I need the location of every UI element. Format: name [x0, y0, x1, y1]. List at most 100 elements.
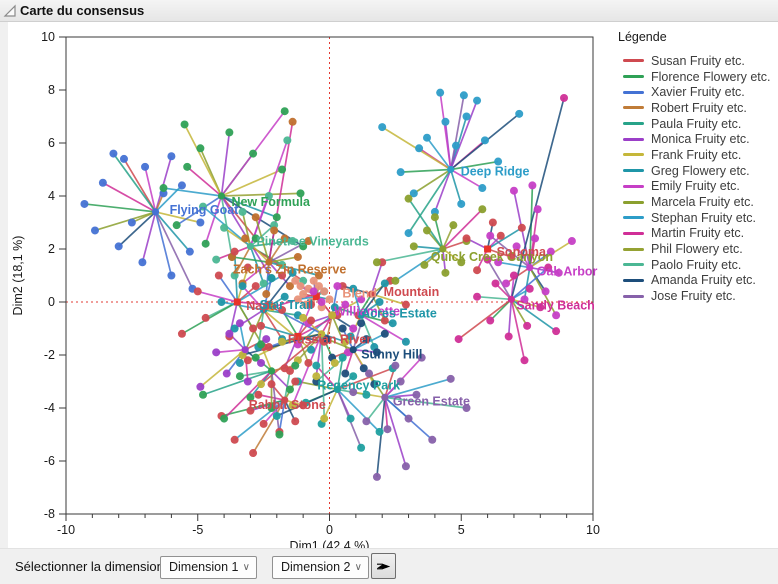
data-point[interactable]	[249, 149, 258, 158]
data-point[interactable]	[288, 237, 297, 246]
data-point[interactable]	[251, 353, 260, 362]
consensus-center-point[interactable]	[317, 330, 326, 338]
data-point[interactable]	[299, 401, 308, 410]
data-point[interactable]	[404, 414, 413, 423]
data-point[interactable]	[196, 218, 205, 227]
data-point[interactable]	[349, 388, 358, 397]
data-point[interactable]	[391, 276, 400, 285]
data-point[interactable]	[314, 282, 323, 291]
data-point[interactable]	[494, 157, 503, 166]
data-point[interactable]	[307, 345, 316, 354]
data-point[interactable]	[404, 229, 413, 238]
data-point[interactable]	[288, 401, 297, 410]
consensus-center-point[interactable]	[439, 245, 447, 253]
data-point[interactable]	[436, 88, 445, 97]
data-point[interactable]	[278, 337, 287, 346]
data-point[interactable]	[278, 260, 287, 269]
data-point[interactable]	[462, 234, 471, 243]
data-point[interactable]	[172, 221, 181, 230]
data-point[interactable]	[251, 213, 260, 222]
data-point[interactable]	[241, 234, 250, 243]
data-point[interactable]	[401, 300, 410, 309]
data-point[interactable]	[285, 385, 294, 394]
data-point[interactable]	[396, 377, 405, 386]
data-point[interactable]	[457, 258, 466, 267]
consensus-center-point[interactable]	[241, 346, 249, 354]
data-point[interactable]	[159, 184, 168, 193]
data-point[interactable]	[251, 282, 260, 291]
data-point[interactable]	[238, 207, 247, 216]
legend-item[interactable]: Robert Fruity etc.	[618, 100, 778, 116]
data-point[interactable]	[338, 324, 347, 333]
data-point[interactable]	[457, 199, 466, 208]
data-point[interactable]	[249, 324, 258, 333]
data-point[interactable]	[293, 252, 302, 261]
data-point[interactable]	[312, 361, 321, 370]
data-point[interactable]	[114, 242, 123, 251]
data-point[interactable]	[312, 372, 321, 381]
data-point[interactable]	[304, 358, 313, 367]
data-point[interactable]	[349, 372, 358, 381]
consensus-center-point[interactable]	[265, 258, 273, 266]
data-point[interactable]	[346, 332, 355, 341]
data-point[interactable]	[417, 353, 426, 362]
data-point[interactable]	[249, 449, 258, 458]
legend-item[interactable]: Frank Fruity etc.	[618, 147, 778, 163]
data-point[interactable]	[80, 199, 89, 208]
data-point[interactable]	[325, 295, 334, 304]
data-point[interactable]	[512, 242, 521, 251]
data-point[interactable]	[541, 287, 550, 296]
data-point[interactable]	[230, 324, 239, 333]
consensus-center-point[interactable]	[217, 192, 226, 200]
data-point[interactable]	[372, 348, 381, 357]
consensus-square-marker[interactable]	[294, 332, 302, 340]
data-point[interactable]	[212, 348, 221, 357]
data-point[interactable]	[380, 329, 389, 338]
data-point[interactable]	[196, 144, 205, 153]
data-point[interactable]	[307, 316, 316, 325]
data-point[interactable]	[378, 123, 387, 132]
data-point[interactable]	[212, 255, 221, 264]
data-point[interactable]	[309, 287, 318, 296]
data-point[interactable]	[314, 271, 323, 280]
data-point[interactable]	[119, 154, 128, 163]
consensus-center-point[interactable]	[281, 396, 289, 404]
data-point[interactable]	[375, 427, 384, 436]
data-point[interactable]	[322, 335, 331, 344]
product-label[interactable]: Sunny Hill	[361, 348, 422, 362]
data-point[interactable]	[283, 136, 292, 145]
data-point[interactable]	[441, 268, 450, 277]
data-point[interactable]	[531, 234, 540, 243]
data-point[interactable]	[288, 268, 297, 277]
product-label[interactable]: Regency Park	[317, 378, 400, 392]
consensus-center-point[interactable]	[357, 311, 365, 319]
data-point[interactable]	[415, 144, 424, 153]
data-point[interactable]	[359, 364, 368, 373]
data-point[interactable]	[256, 340, 265, 349]
consensus-center-point[interactable]	[267, 367, 276, 375]
data-point[interactable]	[272, 411, 281, 420]
data-point[interactable]	[220, 414, 229, 423]
data-point[interactable]	[259, 419, 268, 428]
data-point[interactable]	[254, 390, 263, 399]
data-point[interactable]	[554, 268, 563, 277]
consensus-square-marker[interactable]	[484, 245, 492, 253]
data-point[interactable]	[217, 298, 226, 306]
data-point[interactable]	[177, 329, 186, 338]
data-point[interactable]	[422, 226, 431, 235]
data-point[interactable]	[462, 404, 471, 412]
data-point[interactable]	[441, 117, 450, 126]
data-point[interactable]	[256, 358, 265, 367]
consensus-center-point[interactable]	[381, 393, 389, 401]
data-point[interactable]	[528, 181, 537, 190]
data-point[interactable]	[296, 282, 305, 291]
data-point[interactable]	[264, 192, 273, 200]
data-point[interactable]	[246, 393, 255, 402]
data-point[interactable]	[341, 369, 350, 378]
data-point[interactable]	[280, 234, 289, 243]
legend-item[interactable]: Stephan Fruity etc.	[618, 210, 778, 226]
data-point[interactable]	[454, 335, 463, 344]
data-point[interactable]	[259, 279, 268, 288]
data-point[interactable]	[536, 303, 545, 312]
data-point[interactable]	[478, 184, 487, 193]
